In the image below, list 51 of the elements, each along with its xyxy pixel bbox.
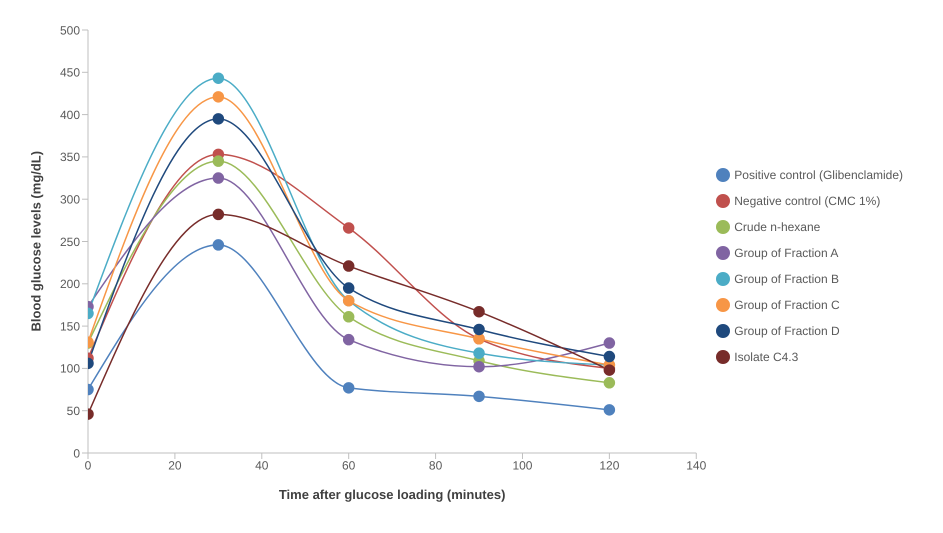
y-tick-label: 150	[60, 319, 80, 334]
x-tick-label: 100	[512, 458, 533, 473]
y-tick-label: 0	[73, 446, 80, 460]
x-tick-label: 0	[84, 458, 92, 473]
y-axis-title: Blood glucose levels (mg/dL)	[28, 150, 44, 332]
legend-label: Isolate C4.3	[734, 350, 798, 364]
point	[342, 282, 354, 294]
point	[604, 350, 616, 362]
y-tick-label: 250	[60, 234, 80, 249]
point	[212, 172, 224, 184]
point	[473, 306, 485, 318]
point	[342, 311, 354, 323]
x-tick-label: 120	[599, 458, 620, 473]
y-tick-label: 450	[60, 66, 80, 80]
legend-label: Group of Fraction D	[734, 324, 840, 338]
point	[212, 72, 224, 84]
point	[212, 239, 224, 251]
point	[604, 377, 616, 389]
point	[212, 113, 224, 125]
x-tick-label: 140	[686, 458, 707, 473]
legend-label: Group of Fraction A	[734, 246, 838, 260]
point	[473, 360, 485, 372]
x-tick-label: 60	[342, 458, 356, 473]
x-axis-title: Time after glucose loading (minutes)	[278, 487, 506, 502]
point	[212, 155, 224, 167]
y-tick-label: 500	[60, 23, 80, 38]
legend-label: Group of Fraction B	[734, 272, 839, 286]
y-tick-label: 350	[60, 150, 80, 164]
point	[473, 347, 485, 359]
point	[342, 382, 354, 394]
point	[212, 91, 224, 103]
point	[604, 404, 616, 416]
point	[212, 208, 224, 220]
legend-label: Negative control (CMC 1%)	[734, 194, 880, 208]
point	[342, 222, 354, 234]
y-tick-label: 50	[66, 404, 80, 418]
legend-label: Crude n-hexane	[734, 220, 820, 234]
point	[342, 334, 354, 346]
legend-label: Positive control (Glibenclamide)	[734, 168, 903, 182]
y-tick-label: 300	[60, 192, 80, 206]
point	[604, 337, 616, 349]
y-tick-label: 200	[60, 277, 80, 292]
legend-label: Group of Fraction C	[734, 298, 840, 312]
x-tick-label: 20	[168, 458, 182, 473]
point	[342, 260, 354, 272]
y-tick-label: 400	[60, 108, 80, 122]
y-tick-label: 100	[60, 362, 80, 376]
point	[473, 390, 485, 402]
x-tick-label: 40	[255, 458, 269, 473]
point	[473, 324, 485, 336]
x-tick-label: 80	[428, 458, 443, 473]
